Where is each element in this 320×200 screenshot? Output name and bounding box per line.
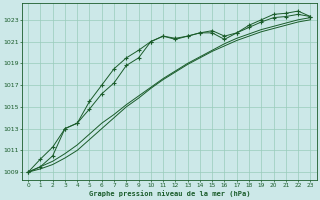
X-axis label: Graphe pression niveau de la mer (hPa): Graphe pression niveau de la mer (hPa) (89, 190, 250, 197)
